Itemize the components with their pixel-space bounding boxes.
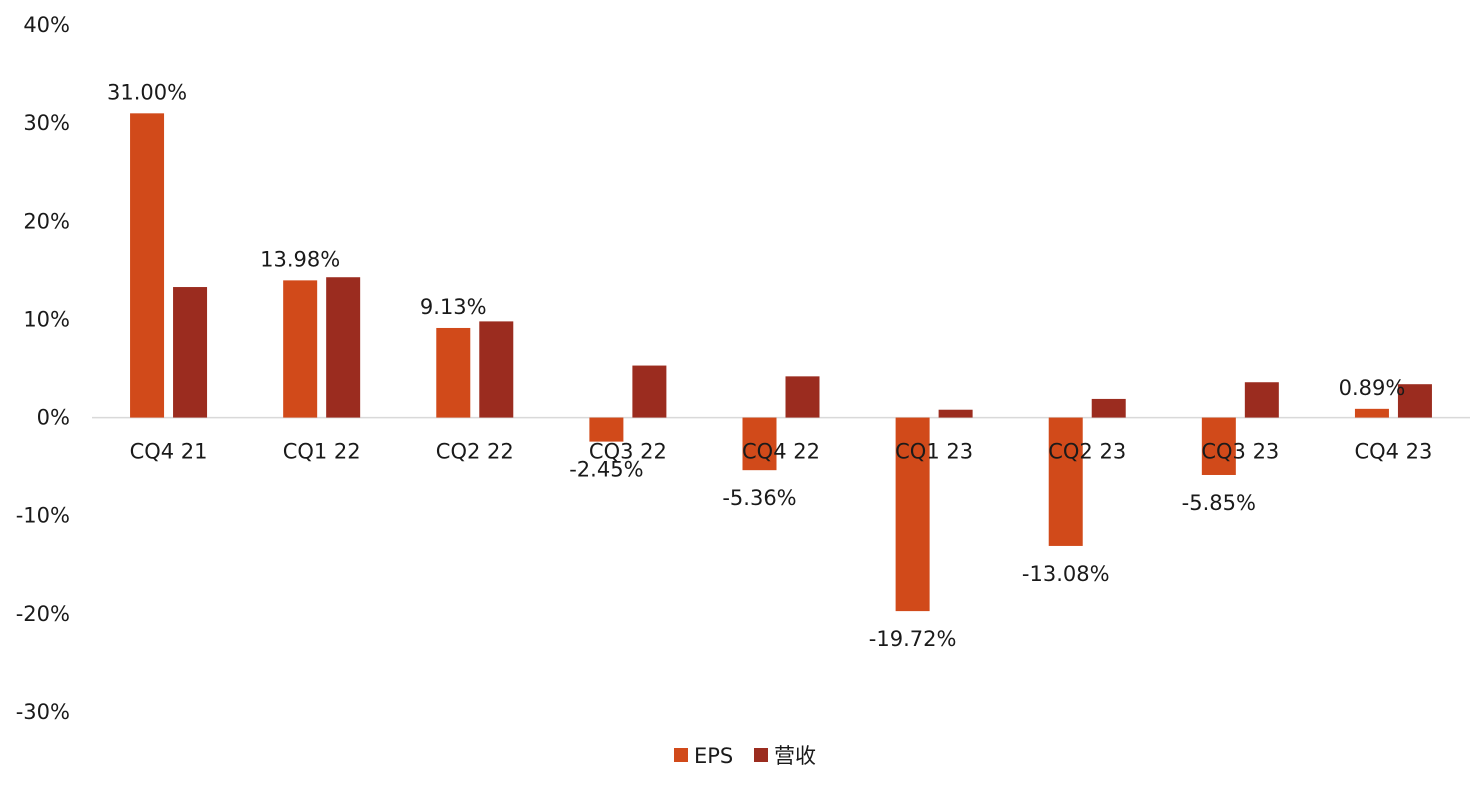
eps-data-label: -19.72% (869, 627, 957, 651)
x-axis-labels: CQ4 21 CQ1 22 CQ2 22 CQ3 22 CQ4 22 CQ1 23 CQ2 … (130, 440, 1433, 464)
bars (130, 113, 1432, 612)
eps-data-label: 31.00% (107, 80, 187, 104)
eps-data-label: -2.45% (569, 458, 643, 482)
x-tick-label: CQ4 23 (1354, 440, 1432, 464)
legend-label-revenue: 营收 (774, 744, 816, 768)
y-tick-label: -30% (16, 700, 70, 724)
y-tick-label: -20% (16, 602, 70, 626)
bar-revenue (1397, 384, 1432, 418)
y-axis-labels: -30% -20% -10% 0% 10% 20% 30% 40% (16, 13, 70, 724)
data-labels: 31.00% 13.98% 9.13% -2.45% -5.36% -19.72% -13.… (107, 80, 1405, 651)
y-tick-label: -10% (16, 504, 70, 528)
bar-revenue (632, 365, 667, 418)
eps-data-label: -5.85% (1182, 491, 1256, 515)
bar-eps (1201, 417, 1236, 475)
x-tick-label: CQ4 22 (742, 440, 820, 464)
x-tick-label: CQ2 23 (1048, 440, 1126, 464)
y-tick-label: 40% (23, 13, 70, 37)
legend-swatch-revenue (754, 748, 768, 762)
bar-eps (1048, 417, 1083, 546)
bar-eps (589, 417, 624, 442)
bar-revenue (479, 321, 514, 418)
eps-data-label: 0.89% (1339, 376, 1406, 400)
eps-data-label: -5.36% (722, 486, 796, 510)
bar-revenue (785, 376, 820, 418)
bar-revenue (1091, 398, 1126, 418)
x-tick-label: CQ3 23 (1201, 440, 1279, 464)
x-tick-label: CQ2 22 (436, 440, 514, 464)
y-tick-label: 10% (23, 307, 70, 331)
bar-revenue (173, 287, 208, 418)
y-tick-label: 20% (23, 209, 70, 233)
bar-eps (130, 113, 165, 418)
eps-data-label: 13.98% (260, 247, 340, 271)
x-tick-label: CQ1 22 (283, 440, 361, 464)
x-tick-label: CQ4 21 (130, 440, 208, 464)
bar-eps (283, 280, 318, 418)
bar-revenue (938, 409, 973, 418)
bar-eps (742, 417, 777, 471)
bar-revenue (1244, 382, 1279, 418)
bar-eps (436, 327, 471, 418)
y-tick-label: 0% (37, 406, 70, 430)
bar-eps (1354, 408, 1389, 418)
bar-eps (895, 417, 930, 612)
y-tick-label: 30% (23, 111, 70, 135)
legend-swatch-eps (674, 748, 688, 762)
bar-revenue (326, 277, 361, 418)
eps-data-label: -13.08% (1022, 562, 1110, 586)
x-tick-label: CQ1 23 (895, 440, 973, 464)
eps-data-label: 9.13% (420, 295, 487, 319)
legend: EPS 营收 (674, 744, 816, 768)
legend-label-eps: EPS (694, 744, 733, 768)
x-tick-label: CQ3 22 (589, 440, 667, 464)
